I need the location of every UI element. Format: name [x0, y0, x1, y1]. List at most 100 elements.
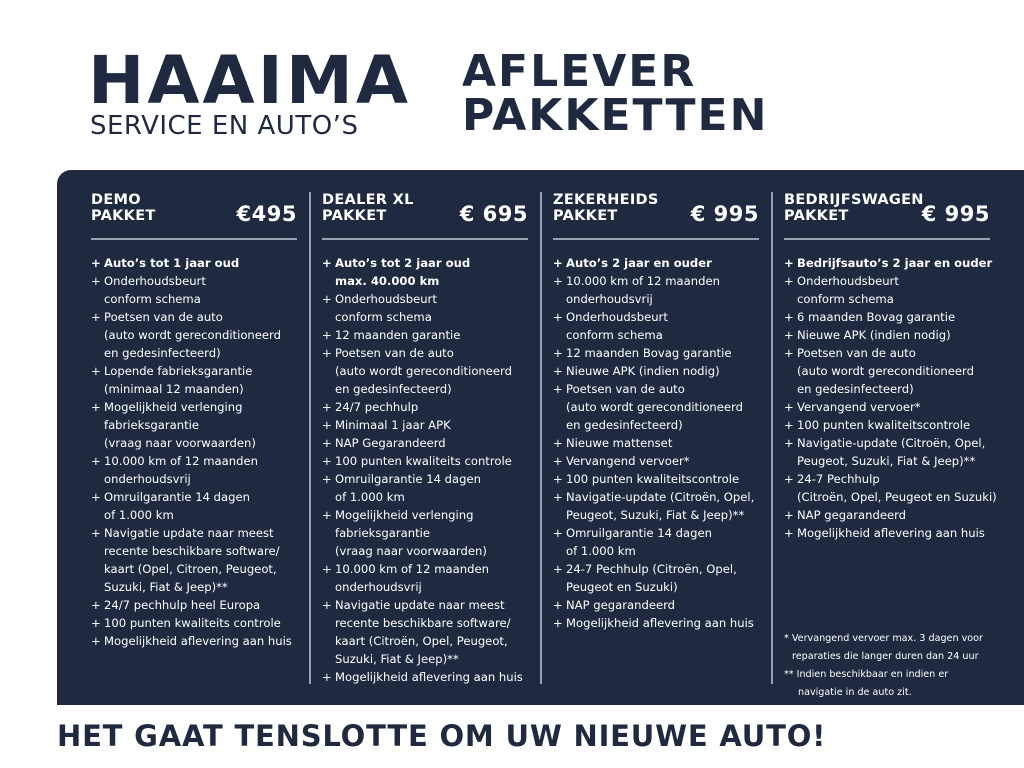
list-item-line: Auto’s 2 jaar en ouder [566, 256, 712, 270]
list-item-line: Mogelijkheid aflevering aan huis [797, 526, 985, 540]
tagline: HET GAAT TENSLOTTE OM UW NIEUWE AUTO! [57, 719, 827, 753]
list-item: + NAP gegarandeerd [553, 596, 759, 614]
list-item-line: Lopende fabrieksgarantie [104, 364, 253, 378]
list-item-line: Onderhoudsbeurt [104, 274, 206, 288]
list-item-line: recente beschikbare software/ [335, 616, 511, 630]
list-item-line: 6 maanden Bovag garantie [797, 310, 956, 324]
plus-bullet-icon: + [91, 454, 101, 468]
list-item-line: Omruilgarantie 14 dagen [566, 526, 712, 540]
list-item-line: 24-7 Pechhulp (Citroën, Opel, [566, 562, 737, 576]
list-item: +24/7 pechhulp heel Europa [91, 596, 297, 614]
list-item-line: Auto’s tot 1 jaar oud [104, 256, 240, 270]
list-item: + Minimaal 1 jaar APK [322, 416, 528, 434]
list-item-line: (vraag naar voorwaarden) [335, 544, 487, 558]
list-item-line: Onderhoudsbeurt [335, 292, 437, 306]
plus-bullet-icon: + [322, 670, 332, 684]
package-column: DEMO PAKKET €495 + Auto’s tot 1 jaar oud + Ond… [91, 192, 297, 650]
list-item-line: (auto wordt gereconditioneerd [104, 328, 281, 342]
list-item: +100 punten kwaliteits controle [322, 452, 528, 470]
list-item: + Mogelijkheid aflevering aan huis [91, 632, 297, 650]
package-name-line-1: ZEKERHEIDS [553, 192, 659, 208]
list-item: +24/7 pechhulp [322, 398, 528, 416]
plus-bullet-icon: + [784, 418, 794, 432]
list-item-line: Peugeot en Suzuki) [566, 580, 678, 594]
list-item-line: (auto wordt gereconditioneerd [797, 364, 974, 378]
list-item: + Mogelijkheid aflevering aan huis [322, 668, 528, 686]
list-item-line: conform schema [335, 310, 432, 324]
list-item-line: 100 punten kwaliteits controle [335, 454, 512, 468]
list-item-line: 24/7 pechhulp [335, 400, 419, 414]
list-item-line: recente beschikbare software/ [104, 544, 280, 558]
list-item: + Mogelijkheid verlenging fabrieksgarantie… [91, 398, 297, 452]
list-item-line: (vraag naar voorwaarden) [104, 436, 256, 450]
header-rule [322, 238, 528, 240]
list-item-line: (auto wordt gereconditioneerd [566, 400, 743, 414]
package-column: BEDRIJFSWAGEN PAKKET € 995 + Bedrijfsauto’s … [784, 192, 997, 698]
footnote-1-line-2: reparaties die langer duren dan 24 uur [792, 651, 979, 662]
list-item: +24-7 Pechhulp (Citroën, Opel, Peugeot en… [784, 470, 997, 506]
plus-bullet-icon: + [553, 490, 563, 504]
plus-bullet-icon: + [553, 472, 563, 486]
plus-bullet-icon: + [91, 526, 101, 540]
plus-bullet-icon: + [553, 562, 563, 576]
package-header: DEALER XL PAKKET € 695 [322, 192, 528, 238]
list-item-line: Mogelijkheid aflevering aan huis [335, 670, 523, 684]
list-item-line: max. 40.000 km [335, 274, 440, 288]
list-item-line: en gedesinfecteerd) [104, 346, 221, 360]
list-item-line: Omruilgarantie 14 dagen [335, 472, 481, 486]
list-item: + Navigatie update naar meest recente besc… [322, 596, 528, 668]
list-item-line: (auto wordt gereconditioneerd [335, 364, 512, 378]
plus-bullet-icon: + [553, 598, 563, 612]
list-item: + Mogelijkheid aflevering aan huis [553, 614, 759, 632]
package-header: DEMO PAKKET €495 [91, 192, 297, 238]
list-item: + Poetsen van de auto (auto wordt gerecond… [553, 380, 759, 434]
list-item: + NAP gegarandeerd [784, 506, 990, 524]
plus-bullet-icon: + [322, 346, 332, 360]
header-rule [784, 238, 990, 240]
list-item: + Auto’s tot 2 jaar oud max. 40.000 km [322, 254, 528, 290]
list-item-line: Omruilgarantie 14 dagen [104, 490, 250, 504]
list-item-line: fabrieksgarantie [104, 418, 200, 432]
list-item-line: 100 punten kwaliteitscontrole [566, 472, 740, 486]
plus-bullet-icon: + [784, 508, 794, 522]
plus-bullet-icon: + [784, 472, 794, 486]
list-item-line: Navigatie update naar meest [104, 526, 274, 540]
column-divider [771, 192, 773, 684]
plus-bullet-icon: + [322, 436, 332, 450]
package-price: € 695 [459, 202, 528, 226]
package-price: € 995 [921, 202, 990, 226]
list-item-line: Bedrijfsauto’s 2 jaar en ouder [797, 256, 993, 270]
list-item-line: NAP gegarandeerd [566, 598, 676, 612]
package-header: BEDRIJFSWAGEN PAKKET € 995 [784, 192, 990, 238]
plus-bullet-icon: + [553, 364, 563, 378]
column-divider [309, 192, 311, 684]
list-item: + Poetsen van de auto (auto wordt gerecond… [322, 344, 528, 398]
package-name-line-1: DEMO [91, 192, 141, 208]
list-item: + Mogelijkheid verlenging fabrieksgarantie… [322, 506, 528, 560]
list-item: +100 punten kwaliteitscontrole [784, 416, 990, 434]
package-name-line-2: PAKKET [91, 208, 156, 224]
list-item: +10.000 km of 12 maanden onderhoudsvrij [553, 272, 759, 308]
list-item-line: onderhoudsvrij [566, 292, 653, 306]
list-item-line: Nieuwe mattenset [566, 436, 673, 450]
list-item-line: conform schema [104, 292, 201, 306]
packages-panel: DEMO PAKKET €495 + Auto’s tot 1 jaar oud + Ond… [57, 170, 1024, 705]
list-item-line: onderhoudsvrij [335, 580, 422, 594]
plus-bullet-icon: + [553, 454, 563, 468]
plus-bullet-icon: + [91, 490, 101, 504]
plus-bullet-icon: + [553, 256, 563, 270]
plus-bullet-icon: + [553, 274, 563, 288]
list-item-line: Mogelijkheid aflevering aan huis [104, 634, 292, 648]
list-item: + Onderhoudsbeurt conform schema [553, 308, 759, 344]
plus-bullet-icon: + [553, 346, 563, 360]
plus-bullet-icon: + [322, 256, 332, 270]
list-item-line: 100 punten kwaliteitscontrole [797, 418, 971, 432]
list-item: +100 punten kwaliteits controle [91, 614, 297, 632]
plus-bullet-icon: + [784, 274, 794, 288]
list-item-line: kaart (Opel, Citroen, Peugeot, [104, 562, 277, 576]
list-item: + Omruilgarantie 14 dagen of 1.000 km [553, 524, 759, 560]
list-item-line: (Citroën, Opel, Peugeot en Suzuki) [797, 490, 997, 504]
list-item: + Nieuwe APK (indien nodig) [553, 362, 759, 380]
list-item-line: en gedesinfecteerd) [335, 382, 452, 396]
package-price: €495 [236, 202, 297, 226]
